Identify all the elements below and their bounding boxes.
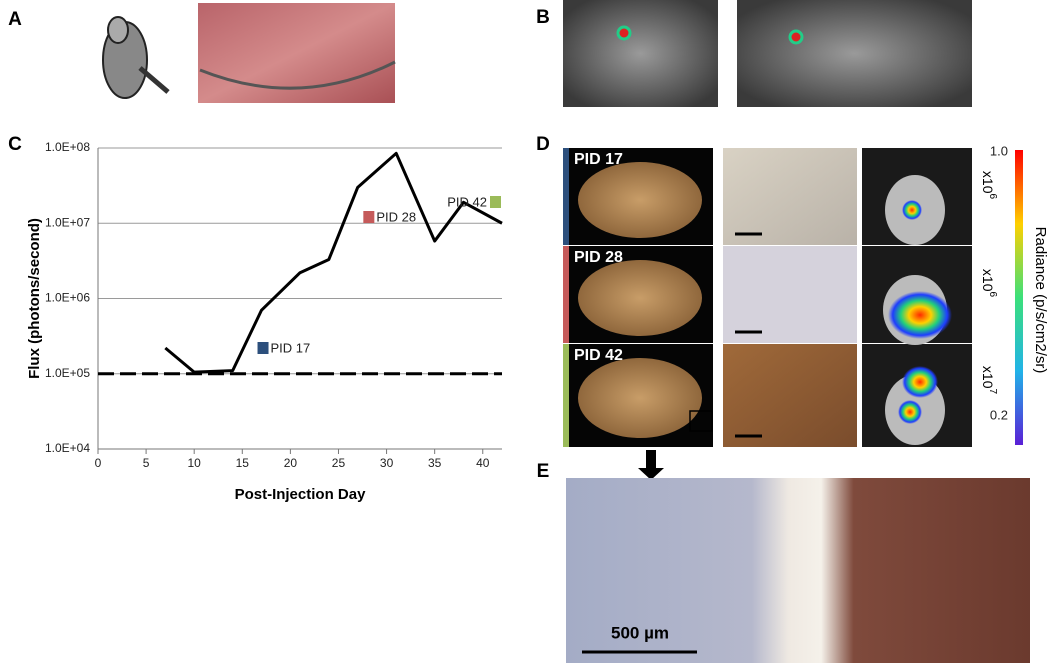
flux-chart: 1.0E+04 1.0E+05 1.0E+06 1.0E+07 1.0E+08 0 5 10 1…: [26, 140, 503, 503]
panel-label: A: [8, 9, 22, 30]
colorbar: [1015, 150, 1023, 445]
x-tick-label: 40: [476, 456, 490, 470]
multiplier-base: x10: [980, 269, 996, 292]
signal: [902, 200, 922, 220]
mouse-cartoon: [102, 16, 170, 99]
panel-label: E: [537, 461, 550, 482]
colorbar-max: 1.0: [990, 143, 1008, 158]
histology: [723, 246, 857, 343]
group-bar: [563, 344, 569, 447]
ct-signal: [616, 25, 632, 41]
annotation-marker: [490, 196, 501, 208]
y-tick-label: 1.0E+07: [45, 215, 90, 229]
annotation: PID 42: [447, 194, 487, 209]
arrow: [638, 450, 664, 480]
multiplier: x107: [980, 366, 998, 395]
multiplier-exponent: 6: [987, 194, 998, 200]
flux-line: [164, 151, 503, 374]
signal: [902, 366, 938, 398]
multiplier: x106: [980, 171, 998, 200]
panel-label: B: [536, 7, 550, 28]
x-tick-label: 10: [188, 456, 202, 470]
histology: [723, 148, 857, 245]
x-tick-label: 25: [332, 456, 346, 470]
annotation-marker: [363, 211, 375, 223]
ct-signal: [788, 29, 804, 45]
x-tick-label: 35: [428, 456, 442, 470]
suture: [199, 60, 396, 90]
y-tick-label: 1.0E+06: [45, 291, 90, 305]
group-bar: [563, 246, 569, 343]
brain-slice: [578, 260, 702, 336]
annotation-marker: [257, 342, 269, 354]
brain-slice: [578, 358, 702, 438]
group-bar: [563, 148, 569, 245]
multiplier-exponent: 7: [987, 389, 998, 395]
multiplier: x106: [980, 269, 998, 298]
x-tick-label: 0: [95, 456, 102, 470]
pid-label: PID 17: [574, 151, 623, 168]
colorbar-title: Radiance (p/s/cm2/sr): [1032, 227, 1049, 374]
signal: [888, 291, 952, 339]
surgery-photo: [198, 3, 395, 103]
histology-large: [566, 478, 1030, 663]
colorbar-min: 0.2: [990, 407, 1008, 422]
y-tick-label: 1.0E+08: [45, 140, 90, 154]
y-tick-label: 1.0E+05: [45, 366, 90, 380]
multiplier-base: x10: [980, 171, 996, 194]
panel-d-images: [568, 148, 1023, 447]
annotation: PID 28: [376, 209, 416, 224]
x-tick-label: 20: [284, 456, 298, 470]
panel-label: D: [536, 134, 550, 155]
signal: [898, 400, 922, 424]
x-axis-title: Post-Injection Day: [235, 486, 367, 503]
brain-slice: [578, 162, 702, 238]
scale-bar-label: 500 µm: [611, 623, 669, 642]
multiplier-base: x10: [980, 366, 996, 389]
pid-label: PID 42: [574, 347, 623, 364]
inset-box: [689, 410, 713, 432]
ct-image: [737, 0, 972, 107]
x-tick-label: 30: [380, 456, 394, 470]
annotation: PID 17: [271, 340, 311, 355]
y-tick-label: 1.0E+04: [45, 441, 90, 455]
x-tick-label: 5: [143, 456, 150, 470]
histology: [723, 344, 857, 447]
pid-label: PID 28: [574, 249, 623, 266]
y-axis-title: Flux (photons/second): [26, 218, 43, 379]
x-tick-label: 15: [236, 456, 250, 470]
ct-image: [563, 0, 718, 107]
multiplier-exponent: 6: [987, 292, 998, 298]
panel-label: C: [8, 134, 22, 155]
